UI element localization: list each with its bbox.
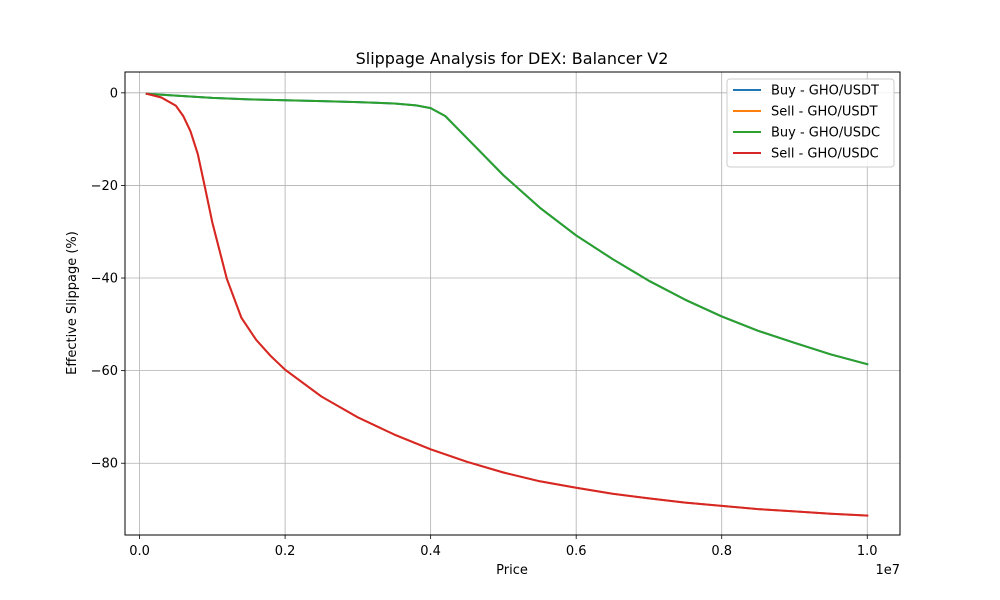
legend-box	[726, 78, 895, 168]
series-lines	[145, 92, 869, 517]
legend-label-buy-gho-usdt: Buy - GHO/USDT	[771, 84, 879, 99]
y-tick-label: −60	[91, 364, 118, 379]
x-axis-offset-label: 1e7	[875, 563, 900, 578]
plot-frame	[124, 71, 901, 536]
x-tick-label: 0.2	[275, 544, 296, 559]
y-tick-label: −40	[91, 272, 118, 287]
y-tick-label: −20	[91, 179, 118, 194]
x-tick-label: 0.8	[711, 544, 732, 559]
legend: Buy - GHO/USDT Sell - GHO/USDT Buy - GHO/U…	[726, 78, 895, 168]
chart-title: Slippage Analysis for DEX: Balancer V2	[356, 49, 669, 68]
series-line-sell-gho-usdc	[145, 92, 869, 517]
legend-label-buy-gho-usdc: Buy - GHO/USDC	[771, 126, 880, 141]
x-axis-ticks: 0.0 0.2 0.4 0.6 0.8 1.0	[129, 535, 878, 559]
y-axis-label: Effective Slippage (%)	[65, 231, 80, 375]
x-tick-label: 0.0	[129, 544, 150, 559]
y-axis-ticks: 0 −20 −40 −60 −80	[91, 86, 125, 472]
x-tick-label: 1.0	[857, 544, 878, 559]
x-tick-label: 0.6	[566, 544, 587, 559]
legend-label-sell-gho-usdt: Sell - GHO/USDT	[771, 105, 878, 120]
x-tick-label: 0.4	[420, 544, 441, 559]
x-axis-label: Price	[496, 563, 528, 578]
y-tick-label: −80	[91, 457, 118, 472]
series-line-buy-gho-usdc	[145, 92, 869, 366]
legend-label-sell-gho-usdc: Sell - GHO/USDC	[771, 147, 879, 162]
y-tick-label: 0	[110, 86, 118, 101]
